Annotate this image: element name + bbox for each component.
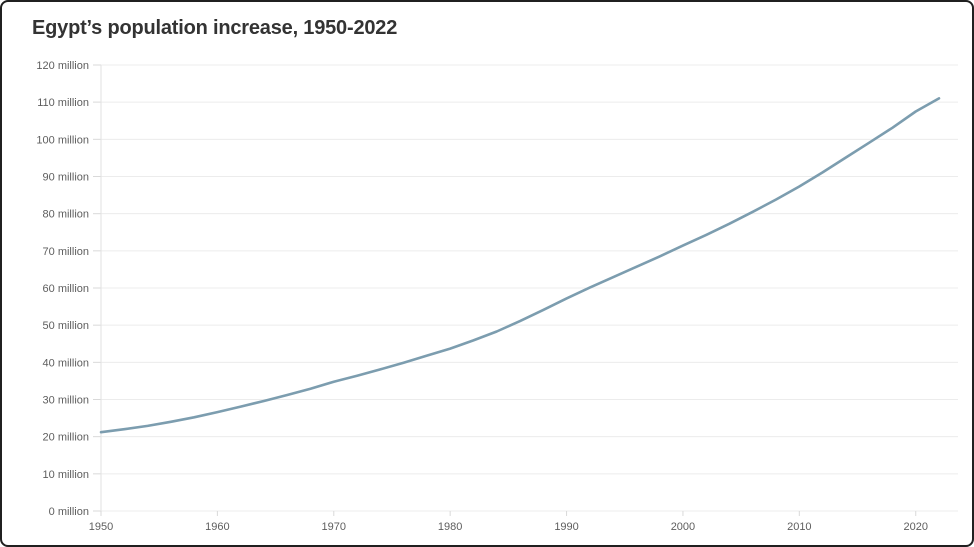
y-tick-label: 70 million [43,246,89,258]
population-line [99,97,941,434]
x-tick-label: 2010 [787,521,811,533]
y-tick-label: 90 million [43,172,89,184]
y-tick-label: 20 million [43,432,89,444]
y-tick-label: 110 million [37,97,89,109]
x-tick-label: 1990 [554,521,578,533]
x-tick-label: 1950 [89,521,113,533]
x-tick-label: 2000 [671,521,695,533]
y-tick-label: 10 million [43,469,89,481]
x-tick-label: 2020 [903,521,927,533]
y-tick-label: 80 million [43,209,89,221]
y-tick-label: 120 million [36,60,89,72]
chart-title: Egypt’s population increase, 1950-2022 [32,17,398,39]
y-tick-label: 60 million [43,283,89,295]
y-tick-label: 50 million [43,320,89,332]
y-tick-label: 0 million [49,506,89,518]
y-tick-label: 40 million [43,357,89,369]
x-tick-label: 1980 [438,521,462,533]
y-tick-label: 30 million [43,395,89,407]
x-tick-label: 1960 [205,521,229,533]
x-tick-label: 1970 [322,521,346,533]
y-tick-label: 100 million [36,134,89,146]
